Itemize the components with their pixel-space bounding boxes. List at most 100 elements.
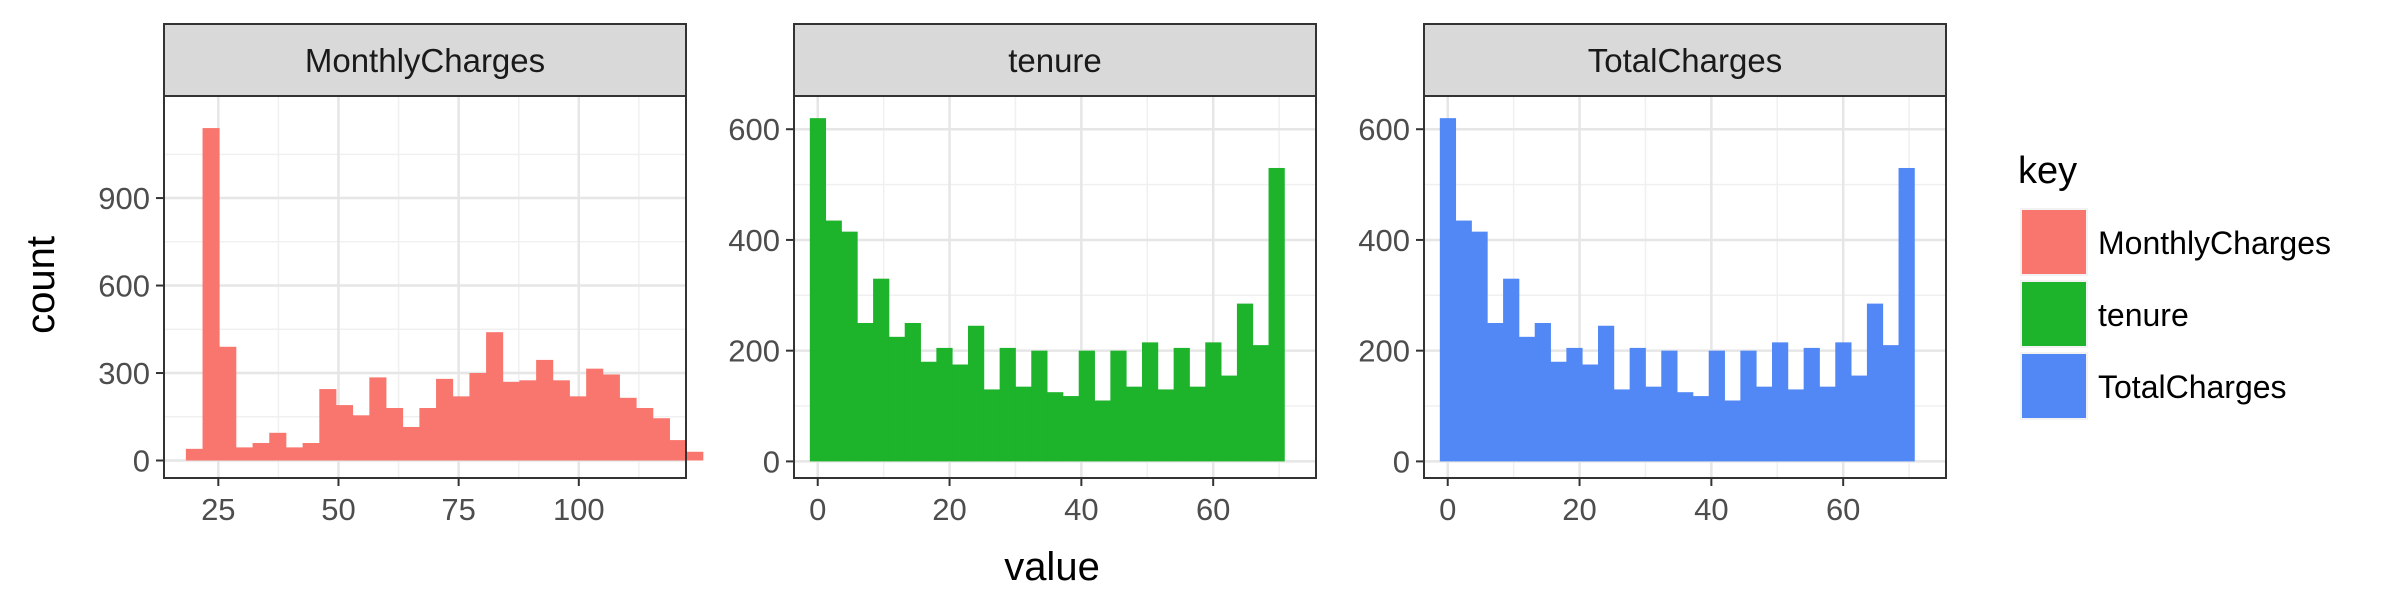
histogram-bar	[1518, 336, 1536, 462]
histogram-bar	[452, 396, 470, 461]
histogram-bar	[983, 389, 1001, 462]
panel-border	[1423, 95, 1947, 479]
x-tick-label: 20	[932, 492, 966, 527]
histogram-bar	[319, 389, 337, 461]
histogram-bar	[1221, 375, 1238, 462]
histogram-bar	[1110, 350, 1127, 462]
x-tick-label: 50	[321, 492, 355, 527]
histogram-bar	[1471, 231, 1488, 462]
histogram-bar	[369, 377, 387, 461]
facet-strip-label: TotalCharges	[1588, 42, 1782, 79]
histogram-bar	[1503, 278, 1520, 462]
histogram-bar	[1803, 347, 1820, 462]
y-axis-title: count	[19, 236, 63, 334]
histogram-bar	[1189, 386, 1206, 462]
histogram-bar	[1455, 220, 1472, 462]
panel-border	[163, 95, 687, 479]
histogram-bar	[968, 325, 985, 462]
y-tick-label: 300	[98, 356, 150, 391]
histogram-bar	[1487, 322, 1504, 462]
histogram-bar	[1015, 386, 1032, 462]
histogram-bar	[1439, 118, 1457, 462]
facet-strip-label: tenure	[1008, 42, 1102, 79]
histogram-bar	[402, 426, 420, 461]
legend-title: key	[2018, 150, 2077, 192]
x-tick-label: 40	[1064, 492, 1098, 527]
histogram-bar	[486, 332, 504, 461]
x-tick-label: 100	[553, 492, 605, 527]
histogram-bar	[252, 443, 270, 461]
histogram-bar	[1142, 342, 1159, 462]
y-tick-label: 600	[98, 269, 150, 304]
histogram-bar	[841, 231, 858, 462]
histogram-bar	[1851, 375, 1868, 462]
facet-strip	[1423, 23, 1947, 97]
histogram-bar	[1236, 303, 1254, 462]
histogram-bar	[1566, 347, 1583, 462]
histogram-bar	[1534, 322, 1551, 462]
histogram-bar	[686, 451, 704, 461]
histogram-bar	[1819, 386, 1836, 462]
histogram-bar	[1582, 364, 1599, 462]
histogram-bar	[536, 359, 554, 461]
y-tick-label: 400	[1358, 223, 1410, 258]
facet-strip-label: MonthlyCharges	[305, 42, 545, 79]
histogram-bar	[1692, 396, 1710, 462]
histogram-bar	[1661, 350, 1678, 462]
histogram-bar	[285, 447, 304, 461]
histogram-bar	[569, 396, 587, 461]
histogram-bar	[652, 418, 670, 461]
histogram-bar	[1645, 386, 1662, 462]
histogram-bar	[1598, 325, 1615, 462]
histogram-bar	[669, 440, 687, 461]
histogram-bar	[185, 448, 203, 461]
histogram-bar	[1157, 389, 1175, 462]
histogram-bar	[1740, 350, 1757, 462]
x-tick-label: 25	[201, 492, 235, 527]
legend-swatch	[2022, 282, 2086, 346]
histogram-bar	[419, 408, 437, 461]
facet-strip	[163, 23, 687, 97]
histogram-bar	[1756, 386, 1773, 462]
y-tick-label: 200	[728, 334, 780, 369]
histogram-bar	[1252, 345, 1269, 462]
legend-swatch	[2022, 210, 2086, 274]
y-tick-label: 400	[728, 223, 780, 258]
x-tick-label: 75	[441, 492, 475, 527]
y-tick-label: 600	[728, 112, 780, 147]
histogram-bar	[202, 128, 220, 461]
histogram-bar	[999, 347, 1016, 462]
histogram-bar	[1866, 303, 1884, 462]
facet-panel-3: TotalCharges 0 200 400 600 0 20 40 60	[1358, 23, 1947, 527]
histogram-bar	[904, 322, 921, 462]
histogram-bar	[636, 408, 654, 461]
panel-border	[793, 95, 1317, 479]
facet-panel-1: MonthlyCharges 0 300 600 900 25 50 75 100	[98, 23, 704, 527]
x-tick-label: 40	[1694, 492, 1728, 527]
histogram-bar	[1205, 342, 1222, 462]
histogram-bar	[857, 322, 874, 462]
legend-label: tenure	[2098, 297, 2189, 333]
legend-swatch	[2022, 354, 2086, 418]
y-tick-label: 900	[98, 181, 150, 216]
histogram-bar	[1078, 350, 1095, 462]
histogram-bar	[302, 443, 320, 461]
histogram-bar	[219, 346, 237, 461]
histogram-bar	[1898, 167, 1915, 462]
histogram-bar	[1031, 350, 1048, 462]
histogram-bar	[335, 405, 354, 461]
histogram-bar	[936, 347, 953, 462]
histogram-bar	[1173, 347, 1190, 462]
y-tick-label: 200	[1358, 334, 1410, 369]
histogram-bar	[1047, 392, 1064, 462]
panels: MonthlyCharges 0 300 600 900 25 50 75 100 tenure 0…	[98, 23, 1947, 527]
histogram-bar	[1708, 350, 1725, 462]
histogram-bar	[920, 361, 937, 462]
x-tick-label: 0	[809, 492, 826, 527]
y-tick-label: 0	[133, 444, 150, 479]
histogram-bar	[809, 118, 827, 462]
x-tick-label: 0	[1439, 492, 1456, 527]
histogram-bar	[469, 373, 487, 461]
histogram-bar	[552, 380, 570, 461]
